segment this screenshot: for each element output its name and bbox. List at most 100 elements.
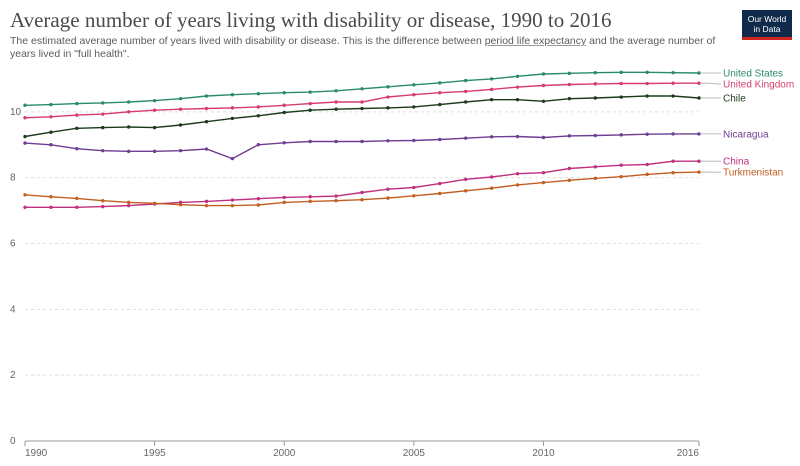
data-point-united-states (230, 93, 235, 97)
data-point-nicaragua (152, 149, 157, 154)
data-point-united-kingdom (412, 93, 416, 97)
data-point-nicaragua (671, 132, 675, 136)
data-point-turkmenistan (697, 170, 701, 174)
data-point-united-kingdom (541, 83, 546, 88)
data-point-united-kingdom (256, 105, 261, 109)
data-point-chile (515, 97, 520, 102)
data-point-china (334, 194, 338, 198)
owid-logo[interactable]: Our World in Data (742, 10, 792, 40)
series-label-nicaragua: Nicaragua (723, 129, 769, 140)
data-point-united-states (256, 92, 261, 96)
data-point-united-kingdom (204, 106, 209, 111)
x-tick-label: 2000 (273, 448, 296, 459)
data-point-china (308, 195, 312, 199)
data-point-united-states (101, 101, 105, 105)
data-point-chile (204, 120, 209, 124)
data-point-united-states (23, 103, 27, 107)
data-point-united-states (204, 94, 209, 98)
data-point-chile (23, 134, 27, 139)
data-point-united-states (126, 100, 131, 104)
logo-line-2: in Data (753, 24, 781, 34)
chart-subtitle: The estimated average number of years li… (10, 35, 725, 61)
data-point-turkmenistan (23, 193, 27, 197)
data-point-chile (49, 130, 53, 134)
data-point-united-kingdom (101, 112, 105, 116)
data-point-china (541, 171, 546, 175)
data-point-turkmenistan (489, 186, 494, 190)
data-point-nicaragua (697, 132, 701, 136)
x-tick-label: 1990 (25, 448, 48, 459)
data-point-chile (412, 105, 416, 109)
data-point-china (438, 181, 442, 186)
data-point-turkmenistan (101, 199, 105, 203)
period-life-expectancy-link[interactable]: period life expectancy (484, 35, 587, 47)
y-tick-label: 0 (10, 436, 16, 447)
data-point-china (282, 195, 286, 200)
data-point-nicaragua (645, 132, 649, 136)
data-point-united-kingdom (386, 95, 390, 99)
data-point-chile (567, 96, 572, 101)
data-point-chile (230, 116, 235, 121)
data-point-united-kingdom (489, 87, 494, 92)
data-point-united-states (282, 91, 286, 95)
data-point-chile (101, 125, 105, 130)
data-point-chile (126, 125, 131, 129)
data-point-chile (438, 102, 442, 107)
data-point-nicaragua (515, 134, 520, 139)
data-point-turkmenistan (178, 202, 183, 207)
series-label-chile: Chile (723, 94, 746, 105)
data-point-nicaragua (204, 147, 209, 151)
data-point-united-kingdom (49, 115, 53, 119)
data-point-chile (178, 123, 183, 127)
data-point-chile (152, 125, 157, 130)
data-point-united-states (412, 83, 416, 87)
data-point-nicaragua (489, 135, 494, 139)
data-point-nicaragua (463, 136, 468, 140)
data-point-united-kingdom (178, 107, 183, 111)
data-point-united-states (489, 77, 494, 81)
data-point-turkmenistan (541, 180, 546, 185)
data-point-chile (386, 106, 390, 110)
x-tick-label: 2016 (677, 448, 700, 459)
data-point-nicaragua (23, 141, 27, 145)
data-point-turkmenistan (515, 183, 520, 187)
data-point-chile (360, 106, 364, 111)
data-point-chile (334, 107, 338, 111)
data-point-china (697, 159, 701, 163)
data-point-united-kingdom (593, 82, 598, 86)
data-point-chile (541, 99, 546, 104)
data-point-turkmenistan (360, 198, 364, 202)
data-point-nicaragua (386, 139, 390, 143)
data-point-united-kingdom (360, 100, 364, 104)
data-point-chile (593, 96, 598, 100)
data-point-turkmenistan (256, 203, 261, 207)
data-point-united-states (360, 87, 364, 91)
data-point-turkmenistan (152, 201, 157, 206)
data-point-nicaragua (593, 133, 598, 138)
data-point-united-states (75, 101, 79, 106)
series-label-china: China (723, 157, 750, 168)
data-point-china (23, 205, 27, 209)
data-point-china (256, 197, 261, 201)
data-point-turkmenistan (619, 174, 623, 179)
x-tick-label: 1995 (143, 448, 166, 459)
data-point-turkmenistan (334, 199, 338, 203)
data-point-united-kingdom (230, 106, 235, 110)
chart-title: Average number of years living with disa… (10, 8, 612, 32)
data-point-turkmenistan (593, 176, 598, 181)
data-point-united-kingdom (23, 116, 27, 120)
data-point-united-kingdom (515, 85, 520, 89)
data-point-united-states (152, 98, 157, 103)
data-point-nicaragua (256, 143, 261, 147)
data-point-china (645, 162, 649, 167)
data-point-turkmenistan (645, 172, 649, 177)
data-point-china (593, 165, 598, 169)
y-tick-label: 6 (10, 239, 16, 250)
data-point-chile (697, 96, 701, 100)
data-point-turkmenistan (463, 189, 468, 193)
data-point-chile (463, 100, 468, 104)
data-point-nicaragua (567, 134, 572, 138)
data-point-united-states (463, 78, 468, 83)
data-point-united-states (438, 81, 442, 85)
